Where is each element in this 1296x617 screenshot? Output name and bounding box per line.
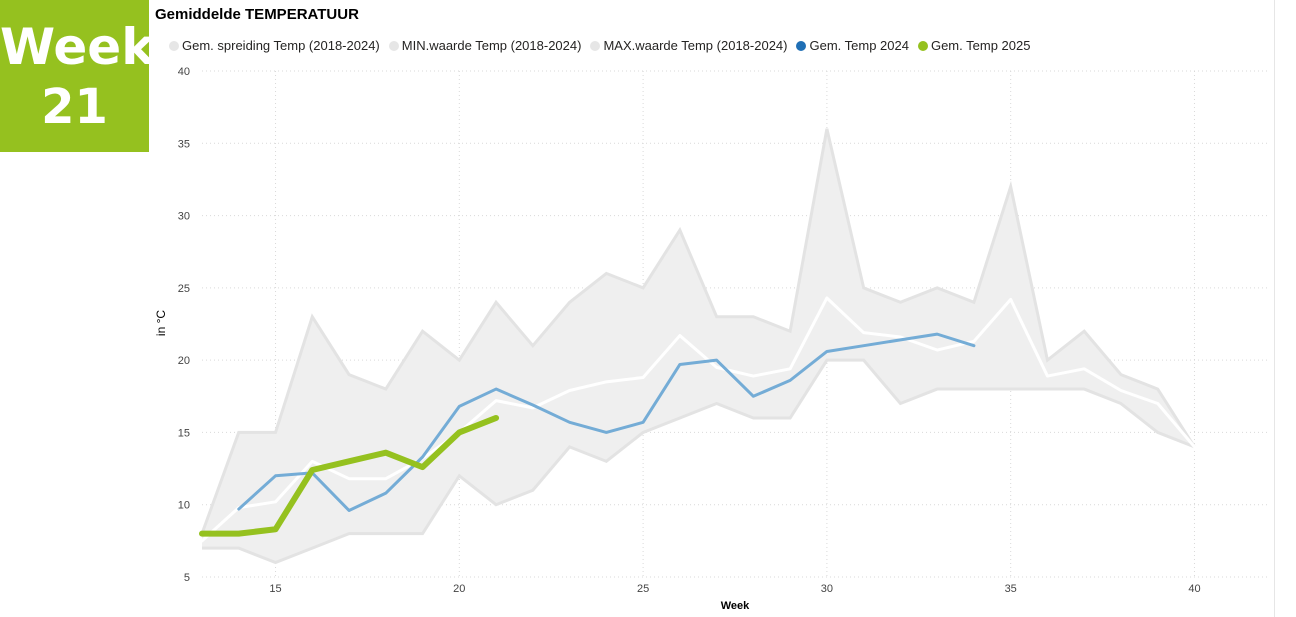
x-tick-label: 25 — [637, 583, 649, 595]
y-tick-label: 5 — [184, 572, 190, 584]
series-line-min — [202, 358, 1196, 565]
week-badge: Week 21 — [0, 0, 155, 152]
legend-item-max[interactable]: MAX.waarde Temp (2018-2024) — [590, 38, 787, 53]
chart-legend: Gem. spreiding Temp (2018-2024) MIN.waar… — [169, 38, 1030, 53]
legend-label-max: MAX.waarde Temp (2018-2024) — [603, 38, 788, 53]
legend-item-min[interactable]: MIN.waarde Temp (2018-2024) — [388, 38, 582, 53]
legend-marker-spreiding — [169, 40, 179, 51]
series-line-spreiding — [200, 296, 1196, 543]
y-axis-label: in °C — [154, 310, 168, 336]
x-tick-label: 20 — [453, 583, 465, 595]
y-tick-label: 15 — [178, 427, 190, 439]
y-tick-label: 20 — [178, 355, 190, 367]
legend-marker-2025 — [917, 40, 928, 51]
series-line-max — [200, 128, 1196, 535]
legend-label-min: MIN.waarde Temp (2018-2024) — [401, 38, 582, 53]
legend-marker-min — [388, 40, 399, 51]
legend-label-spreiding: Gem. spreiding Temp (2018-2024) — [182, 38, 380, 53]
visual-border — [1274, 0, 1275, 617]
legend-label-2024: Gem. Temp 2024 — [809, 38, 909, 53]
x-tick-label: 15 — [269, 583, 281, 595]
legend-marker-2024 — [796, 40, 807, 51]
legend-marker-max — [590, 40, 601, 51]
min-max-band — [202, 128, 1195, 563]
week-badge-label: Week — [0, 18, 155, 76]
x-tick-label: 40 — [1188, 583, 1200, 595]
series-line-2025 — [199, 414, 500, 537]
x-tick-label: 30 — [821, 583, 833, 595]
y-tick-label: 10 — [178, 500, 190, 512]
y-tick-label: 30 — [178, 211, 190, 223]
x-tick-label: 35 — [1005, 583, 1017, 595]
chart-title: Gemiddelde TEMPERATUUR — [155, 6, 359, 23]
x-axis-label: Week — [721, 600, 750, 612]
legend-label-2025: Gem. Temp 2025 — [930, 38, 1031, 53]
legend-item-2024[interactable]: Gem. Temp 2024 — [796, 38, 909, 53]
week-badge-number: 21 — [41, 79, 108, 135]
y-tick-label: 35 — [178, 138, 190, 150]
y-tick-label: 40 — [178, 66, 190, 78]
series-line-2024 — [237, 332, 976, 512]
y-tick-label: 25 — [178, 283, 190, 295]
legend-item-spreiding[interactable]: Gem. spreiding Temp (2018-2024) — [169, 38, 380, 53]
legend-item-2025[interactable]: Gem. Temp 2025 — [917, 38, 1031, 53]
